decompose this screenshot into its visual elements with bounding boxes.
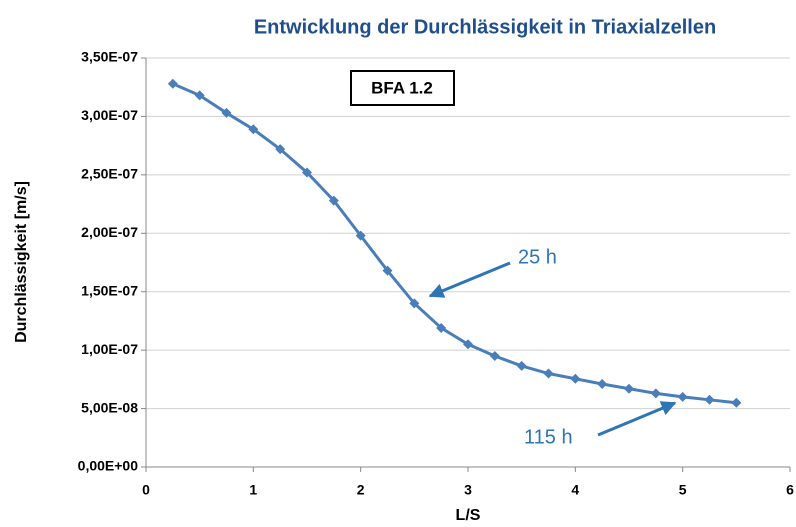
data-point xyxy=(221,107,232,118)
data-point xyxy=(650,388,661,399)
data-point xyxy=(194,90,205,101)
x-tick-label: 4 xyxy=(571,482,579,498)
y-tick-label: 1,50E-07 xyxy=(81,282,138,298)
data-point xyxy=(543,368,554,379)
y-axis-label: Durchlässigkeit [m/s] xyxy=(13,181,30,343)
y-tick-label: 3,00E-07 xyxy=(81,107,138,123)
data-point xyxy=(489,350,500,361)
x-tick-label: 5 xyxy=(679,482,687,498)
annotation: 25 h xyxy=(518,246,557,268)
data-point xyxy=(382,265,393,276)
annotation: 115 h xyxy=(524,426,573,448)
y-tick-label: 3,50E-07 xyxy=(81,49,138,65)
y-tick-label: 5,00E-08 xyxy=(81,399,138,415)
data-point xyxy=(275,144,286,155)
data-point xyxy=(677,391,688,402)
data-point xyxy=(302,167,312,178)
x-tick-label: 1 xyxy=(249,482,257,498)
data-point xyxy=(704,394,715,405)
y-tick-label: 1,00E-07 xyxy=(81,341,138,357)
data-point xyxy=(516,360,527,371)
x-axis-label: L/S xyxy=(456,507,481,524)
data-point xyxy=(409,298,420,309)
annotation-arrow xyxy=(597,401,677,437)
data-point xyxy=(328,195,339,206)
data-point xyxy=(731,397,742,408)
data-point xyxy=(167,78,178,89)
x-tick-label: 0 xyxy=(142,482,150,498)
data-point xyxy=(248,124,259,135)
data-point xyxy=(624,383,634,394)
data-point xyxy=(597,379,608,390)
x-tick-label: 2 xyxy=(357,482,365,498)
y-tick-label: 2,50E-07 xyxy=(81,166,138,182)
x-tick-label: 3 xyxy=(464,482,472,498)
annotation-box xyxy=(350,70,455,106)
x-tick-label: 6 xyxy=(786,482,794,498)
y-tick-label: 0,00E+00 xyxy=(78,458,139,474)
chart-title: Entwicklung der Durchlässigkeit in Triax… xyxy=(254,16,716,38)
data-point xyxy=(570,373,581,384)
data-point xyxy=(463,339,473,350)
data-line xyxy=(172,82,737,405)
data-point xyxy=(355,230,366,241)
annotation-arrow xyxy=(428,261,511,298)
data-point xyxy=(436,322,447,333)
y-tick-label: 2,00E-07 xyxy=(81,224,138,240)
annotation: BFA 1.2 xyxy=(371,78,433,97)
